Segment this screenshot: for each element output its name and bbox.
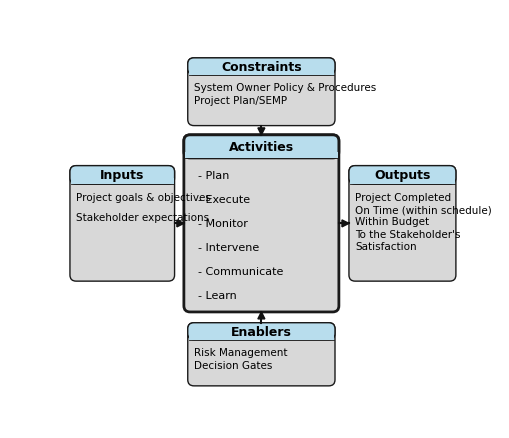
Text: Within Budget: Within Budget xyxy=(354,217,429,227)
Polygon shape xyxy=(258,129,264,135)
Text: Enablers: Enablers xyxy=(231,325,291,338)
Text: Satisfaction: Satisfaction xyxy=(354,241,416,251)
Bar xyxy=(188,334,333,340)
FancyBboxPatch shape xyxy=(187,59,334,126)
Text: Risk Management: Risk Management xyxy=(193,348,287,357)
Bar xyxy=(188,70,333,76)
FancyBboxPatch shape xyxy=(348,166,455,185)
Text: Project Completed: Project Completed xyxy=(354,192,450,202)
Text: - Execute: - Execute xyxy=(197,194,249,204)
FancyBboxPatch shape xyxy=(70,166,174,185)
FancyBboxPatch shape xyxy=(184,135,338,159)
Polygon shape xyxy=(342,220,348,227)
FancyBboxPatch shape xyxy=(187,323,334,340)
Bar xyxy=(184,152,337,159)
Text: Outputs: Outputs xyxy=(374,169,430,182)
Text: - Communicate: - Communicate xyxy=(197,266,282,276)
FancyBboxPatch shape xyxy=(70,166,174,282)
Text: Project Plan/SEMP: Project Plan/SEMP xyxy=(193,95,287,106)
Text: - Monitor: - Monitor xyxy=(197,219,247,228)
Text: On Time (within schedule): On Time (within schedule) xyxy=(354,205,491,215)
Text: System Owner Policy & Procedures: System Owner Policy & Procedures xyxy=(193,83,376,93)
FancyBboxPatch shape xyxy=(184,135,338,312)
FancyBboxPatch shape xyxy=(187,59,334,76)
Text: - Plan: - Plan xyxy=(197,170,229,180)
Text: Stakeholder expectations: Stakeholder expectations xyxy=(76,212,209,223)
Text: Decision Gates: Decision Gates xyxy=(193,360,272,370)
Bar xyxy=(71,179,174,185)
Polygon shape xyxy=(258,312,264,319)
Polygon shape xyxy=(177,220,184,227)
Text: To the Stakeholder's: To the Stakeholder's xyxy=(354,229,460,239)
Text: Inputs: Inputs xyxy=(100,169,144,182)
Bar xyxy=(349,179,454,185)
FancyBboxPatch shape xyxy=(187,323,334,386)
FancyBboxPatch shape xyxy=(348,166,455,282)
Text: Constraints: Constraints xyxy=(220,61,301,74)
Text: Activities: Activities xyxy=(229,141,293,154)
Text: - Learn: - Learn xyxy=(197,290,236,300)
Text: - Intervene: - Intervene xyxy=(197,243,259,252)
Text: Project goals & objectives: Project goals & objectives xyxy=(76,192,211,202)
